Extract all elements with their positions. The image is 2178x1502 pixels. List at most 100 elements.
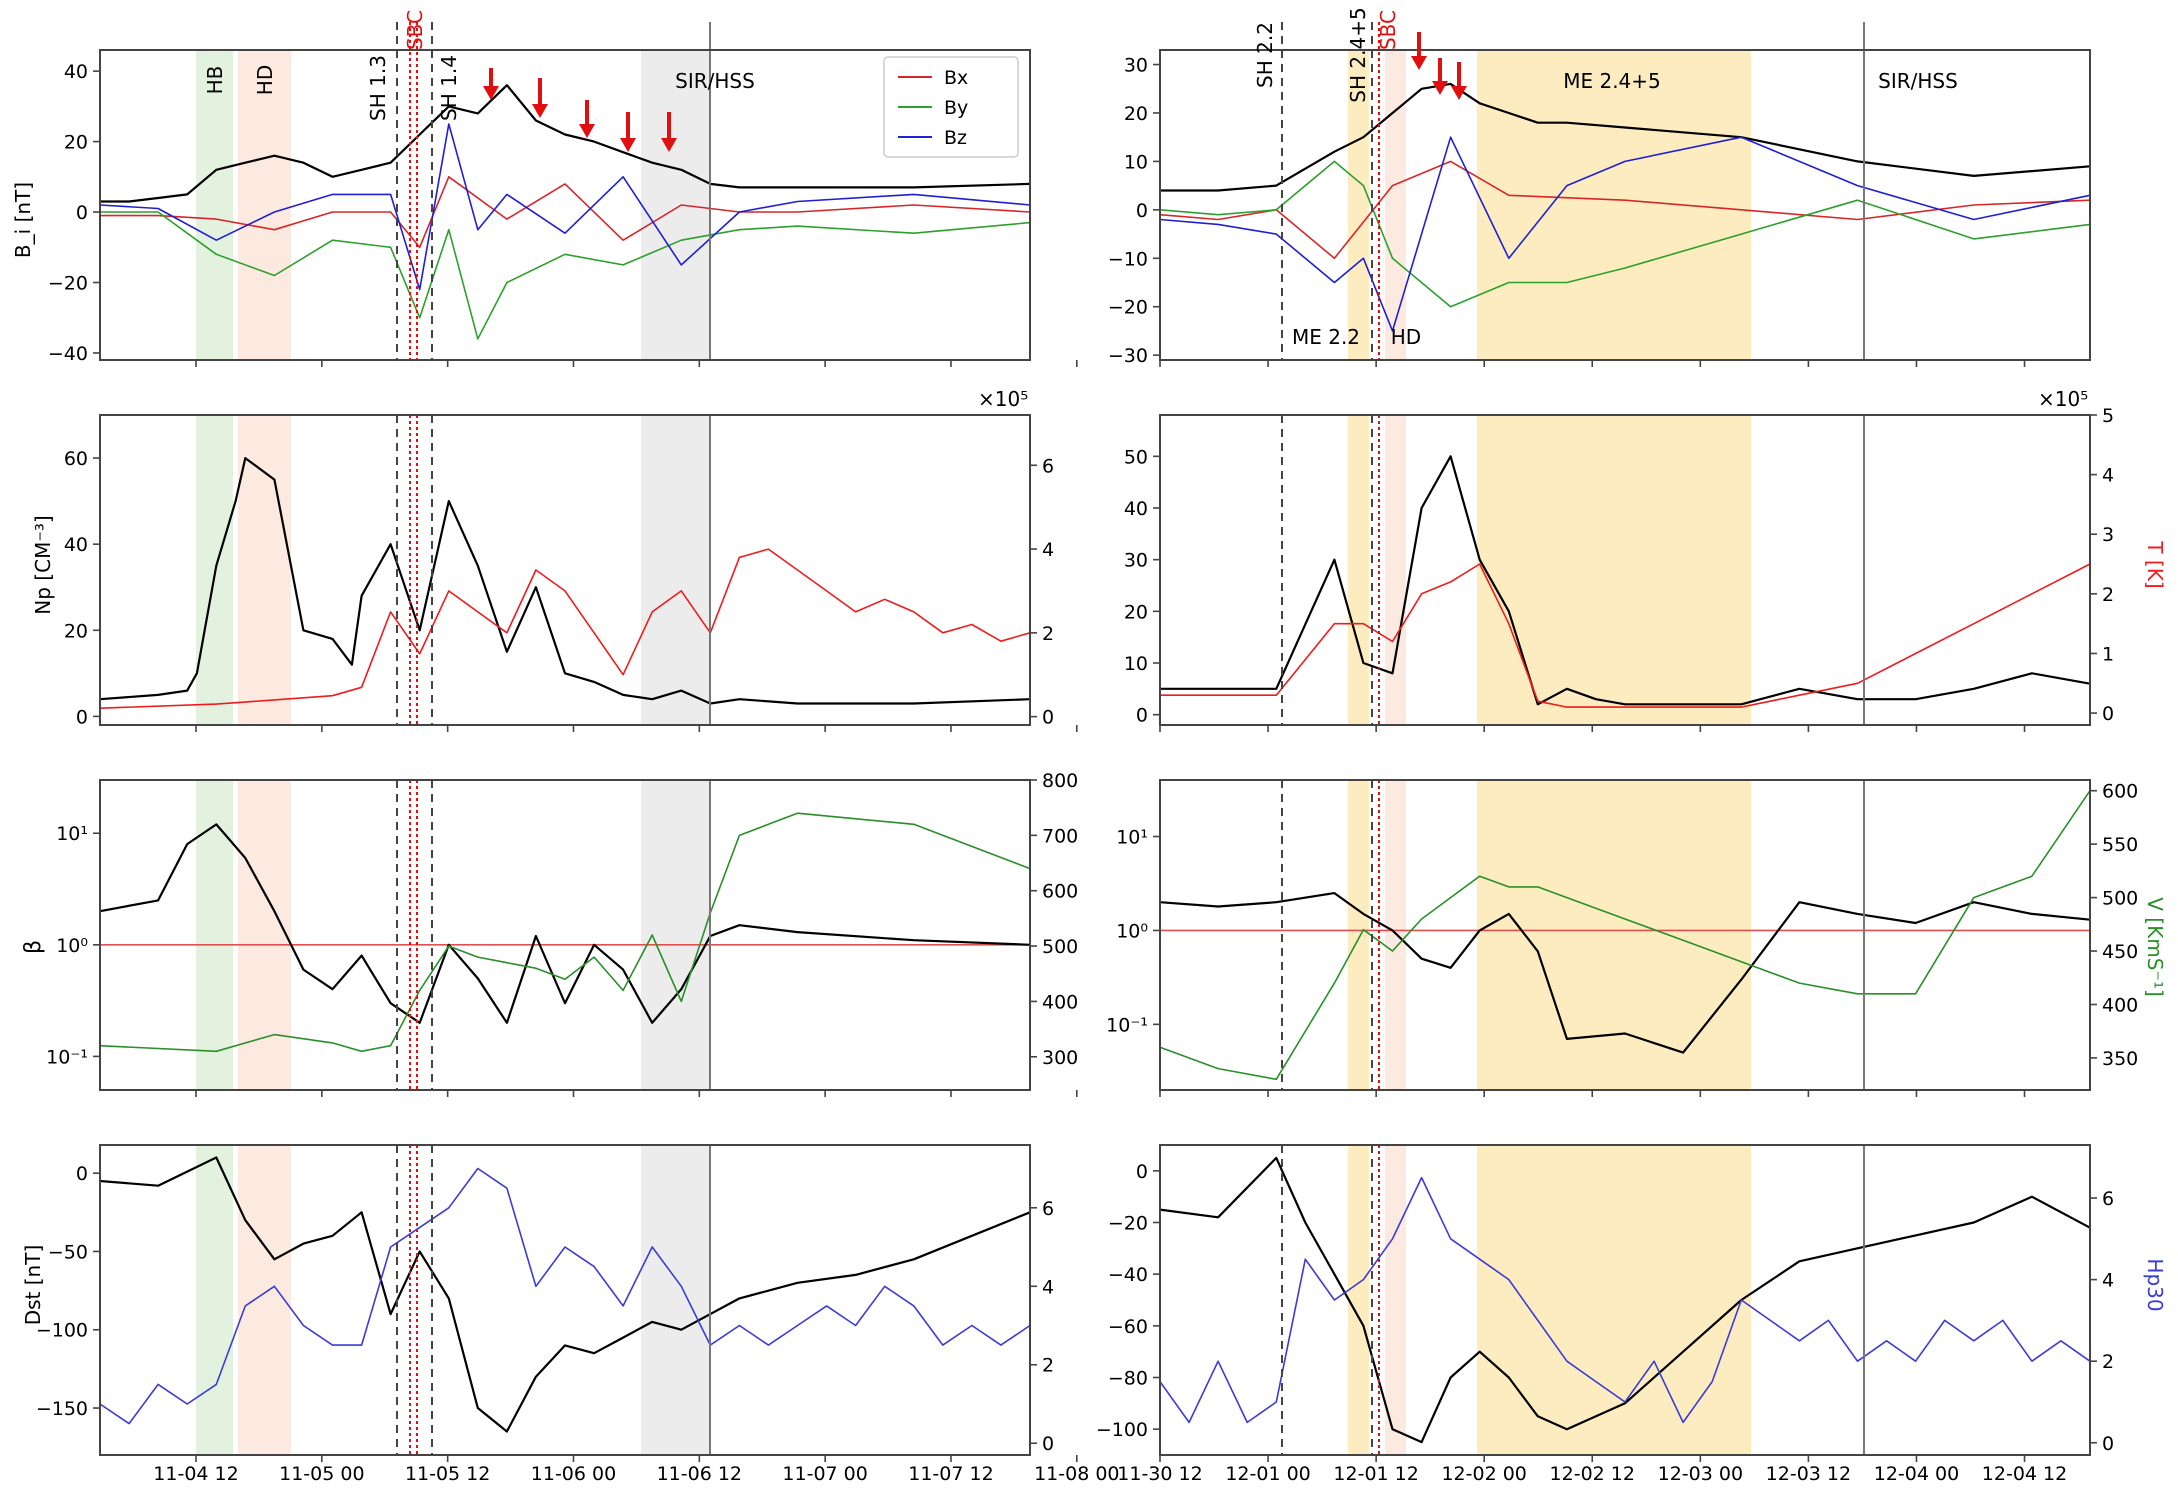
ytick-label: 30	[1124, 55, 1148, 77]
y2tick-label: 550	[2102, 834, 2138, 856]
xtick-label: 11-06 00	[531, 1463, 616, 1485]
label-hb: HB	[203, 66, 227, 95]
shade-band	[641, 50, 710, 360]
event-lines	[396, 22, 1865, 1455]
ytick-label: −10	[1108, 248, 1148, 270]
xtick-label: 11-07 12	[908, 1463, 993, 1485]
shade-band	[196, 1145, 233, 1455]
shade-band	[1348, 1145, 1369, 1455]
label-sh14: SH 1.4	[437, 55, 461, 121]
axis-ticks: 40200−20−400204060024610⁻¹10⁰10¹30040050…	[36, 55, 2138, 1485]
xtick-label: 12-02 00	[1441, 1463, 1526, 1485]
series-line-Bz	[1159, 136, 2091, 332]
shade-band	[1477, 415, 1751, 725]
ytick-label: 0	[1136, 705, 1148, 727]
series-line-T	[99, 548, 1031, 709]
ytick-label: −20	[1108, 297, 1148, 319]
ytick-label: 10⁻¹	[1106, 1014, 1148, 1036]
legend: Bx By Bz	[883, 56, 1019, 158]
ytick-label: −40	[1108, 1264, 1148, 1286]
y2tick-label: 400	[2102, 994, 2138, 1016]
series-line-B	[100, 84, 1031, 203]
shade-band	[238, 1145, 291, 1455]
xtick-label: 11-07 00	[782, 1463, 867, 1485]
y2tick-label: 6	[2102, 1188, 2114, 1210]
shade-band	[1348, 415, 1369, 725]
scale-label-left: ×10⁵	[978, 387, 1028, 411]
label-sir-right: SIR/HSS	[1878, 69, 1958, 93]
xtick-label: 12-01 12	[1333, 1463, 1418, 1485]
ytick-label: −50	[48, 1241, 88, 1263]
series-line-By	[100, 211, 1031, 340]
y2tick-label: 700	[1042, 825, 1078, 847]
y2tick-label: 500	[1042, 936, 1078, 958]
series-line-B	[1160, 82, 2091, 192]
y2tick-label: 0	[1042, 707, 1054, 729]
y2tick-label: 600	[1042, 881, 1078, 903]
y2tick-label: 4	[2102, 465, 2114, 487]
arrow-head	[1432, 81, 1448, 95]
series-line-By	[1159, 160, 2091, 308]
series-line-Bz	[99, 123, 1031, 291]
scale-label-right: ×10⁵	[2038, 387, 2088, 411]
xtick-label: 11-06 12	[657, 1463, 742, 1485]
axes-frame	[99, 1144, 1031, 1456]
label-sh22: SH 2.2	[1253, 22, 1277, 88]
label-sh13: SH 1.3	[366, 55, 390, 121]
y2tick-label: 450	[2102, 941, 2138, 963]
ytick-label: 20	[1124, 103, 1148, 125]
y2tick-label: 600	[2102, 781, 2138, 803]
ytick-label: 10⁰	[1116, 920, 1148, 942]
legend-label-by: By	[944, 97, 968, 119]
ytick-label: 40	[64, 534, 88, 556]
ytick-label: 60	[64, 448, 88, 470]
axes-frame	[99, 414, 1031, 726]
series-line-Bx	[100, 176, 1031, 249]
y2tick-label: 4	[2102, 1270, 2114, 1292]
series-line-V	[1159, 790, 2091, 1081]
y2tick-label: 500	[2102, 888, 2138, 910]
xtick-label: 11-30 12	[1117, 1463, 1202, 1485]
arrow-head	[1411, 56, 1427, 70]
axes-frame	[1159, 779, 2091, 1091]
ytick-label: 50	[1124, 446, 1148, 468]
xtick-label: 11-08 00	[1034, 1463, 1119, 1485]
ytick-label: 0	[1136, 200, 1148, 222]
arrow-markers	[483, 32, 1467, 152]
xtick-label: 12-02 12	[1550, 1463, 1635, 1485]
ytick-label: −80	[1108, 1368, 1148, 1390]
series-line-Dst	[1159, 1156, 2091, 1444]
xtick-label: 12-03 12	[1766, 1463, 1851, 1485]
y2tick-label: 350	[2102, 1048, 2138, 1070]
ylabel-np: Np [CM⁻³]	[31, 515, 55, 614]
arrow-head	[661, 138, 677, 152]
ytick-label: −30	[1108, 345, 1148, 367]
ytick-label: −20	[48, 273, 88, 295]
axes-frame	[1159, 49, 2091, 361]
legend-label-bx: Bx	[944, 67, 968, 89]
y2tick-label: 300	[1042, 1047, 1078, 1069]
arrow-head	[620, 138, 636, 152]
ylabel-hp30: Hp30	[2143, 1258, 2167, 1311]
y2tick-label: 0	[1042, 1433, 1054, 1455]
label-hd-left: HD	[253, 65, 277, 95]
ytick-label: −100	[36, 1320, 88, 1342]
xtick-label: 12-01 00	[1225, 1463, 1310, 1485]
arrow-head	[579, 124, 595, 138]
ylabel-dst: Dst [nT]	[21, 1245, 45, 1326]
xtick-label: 11-05 12	[405, 1463, 490, 1485]
y2tick-label: 0	[2102, 703, 2114, 725]
label-sh245: SH 2.4+5	[1346, 7, 1370, 102]
series-line-	[1159, 891, 2091, 1054]
ytick-label: 30	[1124, 550, 1148, 572]
label-sbc-right: SBC	[1376, 10, 1400, 50]
xtick-label: 12-04 00	[1874, 1463, 1959, 1485]
data-series	[99, 82, 2091, 1444]
ytick-label: 0	[76, 1163, 88, 1185]
axes-frames	[99, 49, 2091, 1456]
shade-band	[641, 415, 710, 725]
ytick-label: −150	[36, 1398, 88, 1420]
axes-frame	[1159, 1144, 2091, 1456]
label-me22: ME 2.2	[1292, 325, 1360, 349]
ytick-label: 40	[64, 61, 88, 83]
